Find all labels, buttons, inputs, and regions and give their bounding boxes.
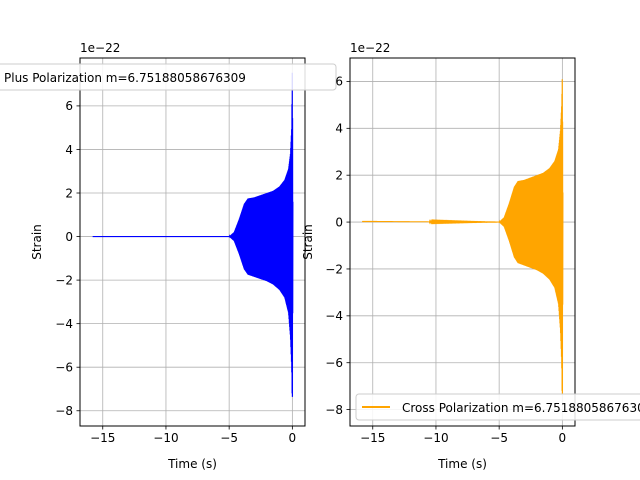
cross-y-tick-label: −8 [325, 403, 343, 417]
cross-y-tick-label: 4 [335, 122, 343, 136]
cross-x-tick-label: −15 [360, 431, 385, 445]
plus-y-ticks: −8 −6 −4 −2 0 2 4 6 [55, 99, 80, 418]
cross-offset-label: 1e−22 [350, 41, 390, 55]
cross-legend-entry: Cross Polarization m=6.75188058676309 [402, 401, 640, 415]
cross-x-tick-label: 0 [559, 431, 567, 445]
cross-y-tick-label: 0 [335, 215, 343, 229]
plus-y-axis-label: Strain [30, 224, 44, 260]
plus-y-tick-label: 6 [65, 99, 73, 113]
plus-x-tick-label: −10 [153, 431, 178, 445]
plus-axes: −15 −10 −5 0 −8 −6 −4 −2 0 2 4 6 Time (s) Strain 1… [0, 41, 337, 471]
plus-x-tick-label: −15 [90, 431, 115, 445]
plus-legend: Plus Polarization m=6.75188058676309 [0, 63, 337, 91]
plus-y-tick-label: −8 [55, 404, 73, 418]
cross-legend-box [355, 393, 640, 421]
plus-waveform [92, 72, 294, 397]
plus-y-tick-label: 0 [65, 230, 73, 244]
plus-y-tick-label: −2 [55, 273, 73, 287]
plus-y-tick-label: 4 [65, 143, 73, 157]
cross-x-tick-label: −5 [490, 431, 508, 445]
cross-x-tick-label: −10 [423, 431, 448, 445]
cross-waveform [362, 79, 564, 395]
cross-x-ticks: −15 −10 −5 0 [360, 426, 566, 445]
plus-x-tick-label: 0 [289, 431, 297, 445]
plus-x-axis-label: Time (s) [167, 457, 217, 471]
plus-y-tick-label: 2 [65, 186, 73, 200]
cross-x-axis-label: Time (s) [437, 457, 487, 471]
cross-axes: −15 −10 −5 0 −8 −6 −4 −2 0 2 4 6 Time (s) Strain 1… [301, 41, 640, 471]
cross-y-tick-label: 2 [335, 168, 343, 182]
cross-y-ticks: −8 −6 −4 −2 0 2 4 6 [325, 75, 350, 417]
cross-y-tick-label: −2 [325, 262, 343, 276]
cross-y-tick-label: −6 [325, 356, 343, 370]
plus-y-tick-label: −6 [55, 361, 73, 375]
cross-y-axis-label: Strain [301, 224, 315, 260]
cross-plot-frame [349, 57, 576, 427]
cross-y-tick-label: 6 [335, 75, 343, 89]
plus-offset-label: 1e−22 [80, 41, 120, 55]
plus-legend-entry: Plus Polarization m=6.75188058676309 [4, 71, 246, 85]
plus-y-tick-label: −4 [55, 317, 73, 331]
cross-y-tick-label: −4 [325, 309, 343, 323]
plus-x-tick-label: −5 [220, 431, 238, 445]
cross-legend: Cross Polarization m=6.75188058676309 [355, 393, 640, 421]
plus-plot-frame [79, 57, 306, 427]
plus-legend-box [0, 63, 337, 91]
plus-x-ticks: −15 −10 −5 0 [90, 426, 296, 445]
plus-waveform-line [92, 72, 294, 397]
cross-waveform-line [362, 79, 564, 395]
